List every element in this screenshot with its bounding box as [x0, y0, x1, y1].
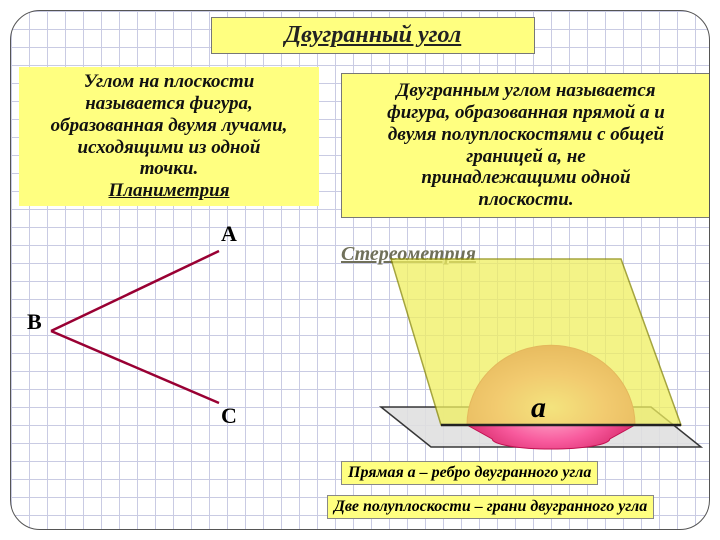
planimetry-label: Планиметрия [109, 180, 230, 201]
frame: Двугранный угол Углом на плоскости назыв… [10, 10, 710, 530]
dihedral-angle-diagram [351, 247, 710, 467]
vertex-label-c: С [221, 403, 237, 429]
vertex-label-b: В [27, 309, 42, 335]
right-line1: Двугранным углом называется [396, 80, 655, 101]
left-line4: исходящими из одной [78, 137, 261, 158]
left-line2: называется фигура, [85, 93, 253, 114]
planar-angle-diagram [43, 241, 243, 421]
page-title: Двугранный угол [211, 17, 535, 54]
stereometry-box: Двугранным углом называется фигура, обра… [341, 73, 710, 218]
left-line1: Углом на плоскости [84, 71, 255, 92]
right-line5: принадлежащими одной [421, 167, 630, 188]
vertex-label-a: А [221, 221, 237, 247]
right-line2: фигура, образованная прямой a и [387, 102, 665, 123]
right-line6: плоскости. [478, 189, 573, 210]
edge-label-a: a [531, 391, 546, 425]
left-line5: точки. [140, 158, 198, 179]
caption-edge: Прямая a – ребро двугранного угла [341, 461, 598, 485]
left-line3: образованная двумя лучами, [51, 115, 288, 136]
right-line4: границей a, не [466, 146, 585, 167]
caption-faces: Две полуплоскости – грани двугранного уг… [327, 495, 654, 519]
planimetry-box: Углом на плоскости называется фигура, об… [19, 67, 319, 206]
right-line3: двумя полуплоскостями с общей [388, 124, 664, 145]
